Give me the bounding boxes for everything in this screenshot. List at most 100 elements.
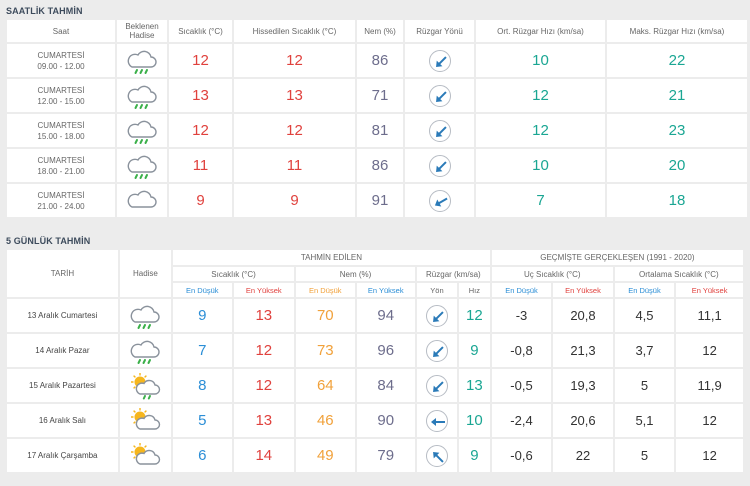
wind-direction-icon [428, 119, 451, 142]
wind-max-value: 20 [607, 149, 747, 182]
humidity-max-value: 94 [356, 299, 415, 332]
hourly-row: CUMARTESİ 18.00 - 21.00 11 11 86 10 20 [7, 149, 747, 182]
humidity-min-value: 49 [296, 439, 355, 472]
wind-avg-value: 12 [476, 114, 605, 147]
hourly-row: CUMARTESİ 12.00 - 15.00 13 13 71 12 21 [7, 79, 747, 112]
average-min-value: 5,1 [614, 404, 675, 437]
date-value: 17 Aralık Çarşamba [7, 439, 118, 472]
feels-like-value: 11 [234, 149, 355, 182]
header-time: Saat [7, 20, 115, 42]
average-max-value: 12 [676, 334, 743, 367]
hourly-section-title: SAATLİK TAHMİN [6, 6, 83, 16]
temp-max-value: 13 [233, 299, 295, 332]
temperature-value: 11 [169, 149, 232, 182]
phenomenon-cell [117, 79, 167, 112]
header-wind: Rüzgar (km/sa) [416, 267, 490, 281]
wind-direction-icon [425, 444, 448, 467]
daily-row: 14 Aralık Pazar 7 12 73 96 9 -0,8 21,3 3,7 12 [7, 334, 743, 367]
wind-speed-value: 13 [458, 369, 490, 402]
wind-max-value: 23 [607, 114, 747, 147]
average-min-value: 5 [614, 439, 675, 472]
temp-min-value: 7 [173, 334, 232, 367]
header-wind-direction: Rüzgar Yönü [405, 20, 474, 42]
phenomenon-cell [119, 334, 172, 367]
wind-direction-cell [405, 44, 474, 77]
wind-avg-value: 12 [476, 79, 605, 112]
header-humidity-max: En Yüksek [356, 283, 415, 297]
wind-speed-value: 10 [458, 404, 490, 437]
wind-direction-cell [405, 114, 474, 147]
time-range: 21.00 - 24.00 [37, 201, 85, 211]
temp-min-value: 6 [173, 439, 232, 472]
header-wind-avg: Ort. Rüzgar Hızı (km/sa) [476, 20, 605, 42]
time-cell: CUMARTESİ 12.00 - 15.00 [7, 79, 115, 112]
hourly-forecast-table: Saat Beklenen Hadise Sıcaklık (°C) Hisse… [5, 18, 749, 219]
average-min-value: 3,7 [614, 334, 675, 367]
wind-avg-value: 7 [476, 184, 605, 217]
average-max-value: 11,1 [676, 299, 743, 332]
phenomenon-cell [117, 149, 167, 182]
header-humidity: Nem (%) [357, 20, 403, 42]
average-min-value: 4,5 [614, 299, 675, 332]
wind-direction-icon [428, 189, 451, 212]
header-extreme-min: En Düşük [491, 283, 552, 297]
daily-row: 17 Aralık Çarşamba 6 14 49 79 9 -0,6 22 5 12 [7, 439, 743, 472]
cloud-icon [127, 190, 157, 208]
humidity-max-value: 96 [356, 334, 415, 367]
header-history: GEÇMİŞTE GERÇEKLEŞEN (1991 - 2020) [491, 250, 743, 265]
wind-direction-icon [425, 339, 448, 362]
humidity-value: 86 [357, 44, 403, 77]
time-day: CUMARTESİ [37, 50, 85, 60]
time-range: 09.00 - 12.00 [37, 61, 85, 71]
wind-direction-cell [416, 299, 457, 332]
extreme-min-value: -0,8 [491, 334, 552, 367]
average-max-value: 11,9 [676, 369, 743, 402]
temperature-value: 12 [169, 44, 232, 77]
wind-max-value: 21 [607, 79, 747, 112]
temp-max-value: 13 [233, 404, 295, 437]
phenomenon-cell [119, 404, 172, 437]
phenomenon-cell [119, 299, 172, 332]
daily-forecast-table: TARİH Hadise TAHMİN EDİLEN GEÇMİŞTE GERÇ… [5, 248, 745, 474]
header-extreme-max: En Yüksek [553, 283, 613, 297]
humidity-max-value: 84 [356, 369, 415, 402]
humidity-max-value: 90 [356, 404, 415, 437]
extreme-max-value: 19,3 [553, 369, 613, 402]
feels-like-value: 12 [234, 114, 355, 147]
date-value: 15 Aralık Pazartesi [7, 369, 118, 402]
humidity-value: 91 [357, 184, 403, 217]
temp-max-value: 12 [233, 334, 295, 367]
extreme-min-value: -3 [491, 299, 552, 332]
daily-section-title: 5 GÜNLÜK TAHMİN [6, 236, 91, 246]
wind-direction-icon [428, 84, 451, 107]
time-day: CUMARTESİ [37, 190, 85, 200]
header-wind-speed: Hız [458, 283, 490, 297]
phenomenon-cell [117, 114, 167, 147]
time-day: CUMARTESİ [37, 120, 85, 130]
extreme-min-value: -0,6 [491, 439, 552, 472]
header-wind-dir: Yön [416, 283, 457, 297]
phenomenon-cell [117, 44, 167, 77]
header-wind-max: Maks. Rüzgar Hızı (km/sa) [607, 20, 747, 42]
time-day: CUMARTESİ [37, 155, 85, 165]
header-average-max: En Yüksek [676, 283, 743, 297]
time-cell: CUMARTESİ 09.00 - 12.00 [7, 44, 115, 77]
wind-direction-cell [405, 149, 474, 182]
extreme-min-value: -0,5 [491, 369, 552, 402]
average-max-value: 12 [676, 404, 743, 437]
wind-direction-icon [425, 304, 448, 327]
humidity-max-value: 79 [356, 439, 415, 472]
date-value: 13 Aralık Cumartesi [7, 299, 118, 332]
cloud-rain-icon [131, 340, 161, 364]
wind-direction-cell [416, 404, 457, 437]
humidity-min-value: 64 [296, 369, 355, 402]
cloud-rain-icon [127, 85, 157, 109]
wind-speed-value: 9 [458, 334, 490, 367]
time-cell: CUMARTESİ 18.00 - 21.00 [7, 149, 115, 182]
wind-direction-cell [405, 184, 474, 217]
humidity-min-value: 46 [296, 404, 355, 437]
wind-max-value: 18 [607, 184, 747, 217]
hourly-row: CUMARTESİ 09.00 - 12.00 12 12 86 10 22 [7, 44, 747, 77]
header-temperature: Sıcaklık (°C) [169, 20, 232, 42]
humidity-min-value: 70 [296, 299, 355, 332]
